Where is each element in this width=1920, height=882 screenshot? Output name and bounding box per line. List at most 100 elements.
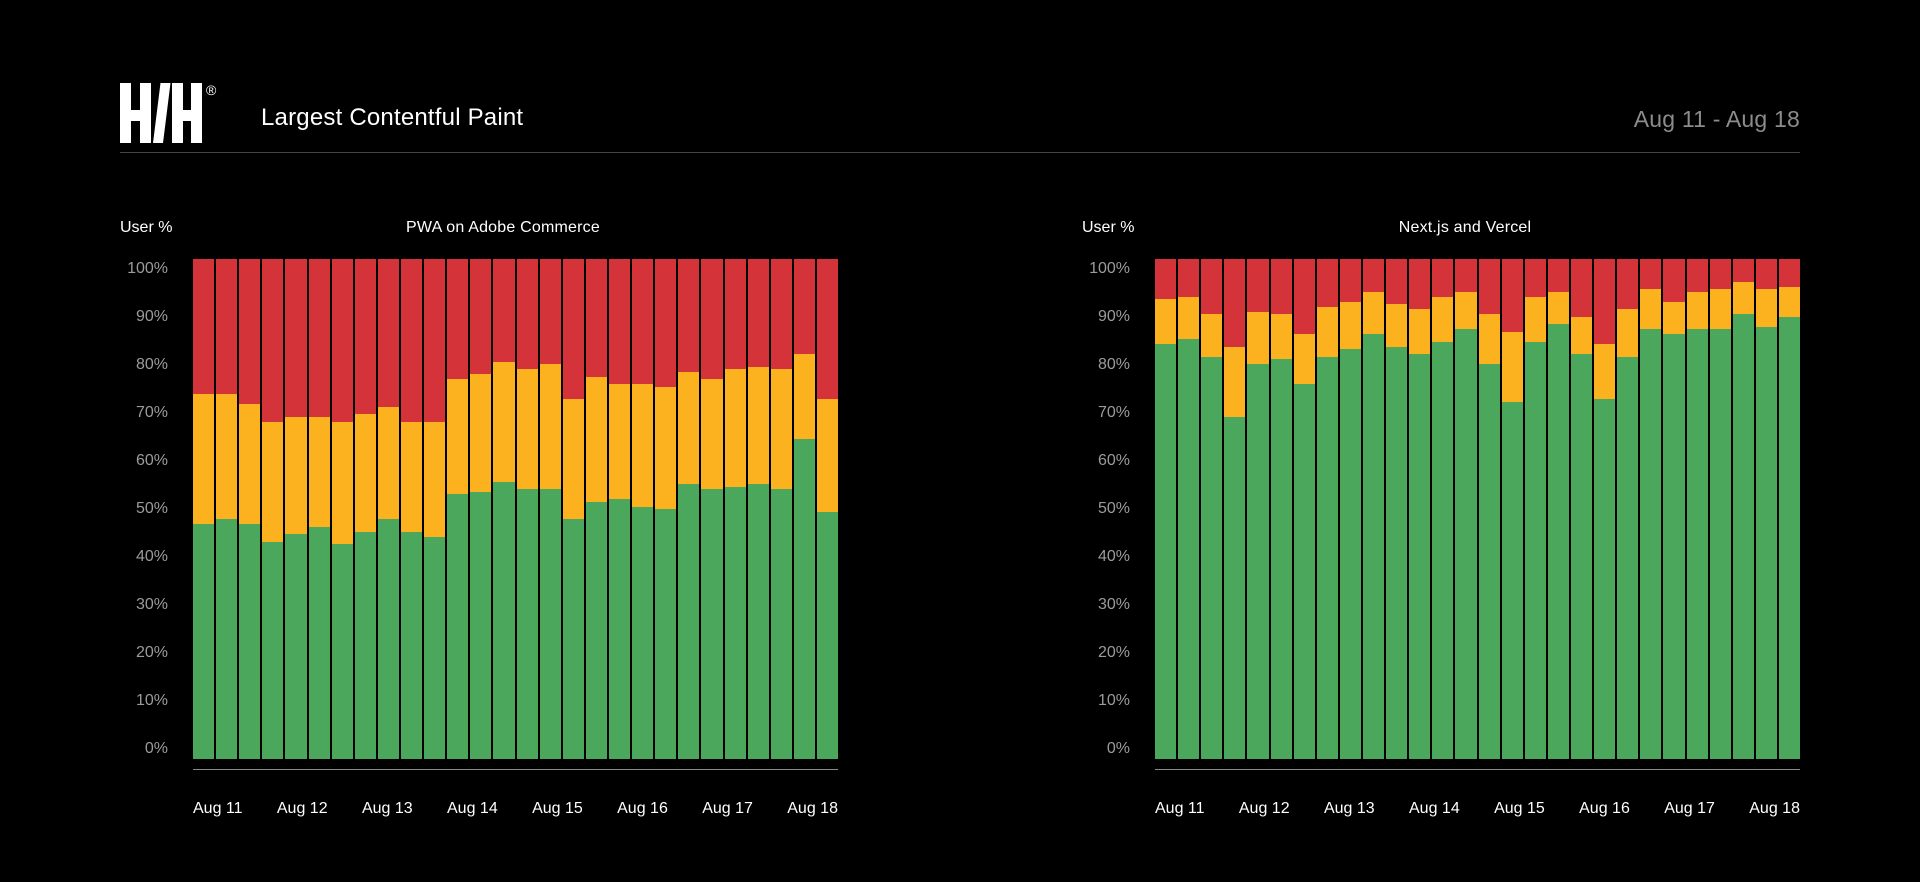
bar-segment-poor <box>424 259 446 422</box>
bar-segment-needs_improvement <box>1362 291 1385 334</box>
bar-segment-good <box>400 531 423 759</box>
bar-segment-good <box>516 489 538 759</box>
bar-segment-poor <box>701 259 723 379</box>
bar-segment-good <box>1617 356 1639 759</box>
x-axis-tick-label: Aug 17 <box>702 800 753 817</box>
bar-segment-needs_improvement <box>655 386 677 509</box>
bar-segment-poor <box>1178 259 1200 297</box>
bar-segment-good <box>562 519 584 759</box>
stacked-bar <box>1755 259 1777 759</box>
y-axis-tick-label: 90% <box>135 308 168 325</box>
bar-segment-needs_improvement <box>1178 296 1200 339</box>
bar-segment-needs_improvement <box>1339 301 1361 349</box>
y-axis-tick-label: 70% <box>135 404 168 421</box>
stacked-bar <box>1617 259 1639 759</box>
bar-segment-poor <box>1362 259 1385 292</box>
bar-segment-needs_improvement <box>632 384 654 507</box>
bar-segment-good <box>1224 416 1246 759</box>
chart-header: User % Next.js and Vercel <box>1082 219 1800 238</box>
stacked-bar <box>1247 259 1269 759</box>
bar-segment-poor <box>724 259 746 369</box>
chart-nextjs-vercel: User % Next.js and Vercel 100% 90% 80% 70% 6… <box>1082 219 1801 818</box>
bar-segment-good <box>724 486 746 759</box>
stacked-bar <box>1594 259 1616 759</box>
bar-segment-needs_improvement <box>308 416 330 527</box>
stacked-bar <box>1293 259 1315 759</box>
bar-segment-poor <box>493 259 515 362</box>
bar-segment-needs_improvement <box>262 421 284 542</box>
bar-segment-needs_improvement <box>1640 289 1662 329</box>
bar-segment-needs_improvement <box>1224 346 1246 417</box>
bar-segment-good <box>747 484 769 759</box>
bar-segment-good <box>655 509 677 759</box>
x-axis-tick-label: Aug 14 <box>1409 800 1460 817</box>
bar-segment-good <box>1339 349 1361 759</box>
bar-segment-good <box>447 494 469 759</box>
bar-segment-needs_improvement <box>562 399 584 519</box>
bar-segment-needs_improvement <box>1386 304 1408 347</box>
stacked-bar <box>400 259 423 759</box>
bar-segment-poor <box>793 259 815 354</box>
bar-segment-good <box>701 489 723 759</box>
bar-segment-good <box>354 531 376 759</box>
bar-segment-poor <box>632 259 654 384</box>
bar-segment-good <box>1547 324 1569 759</box>
bar-segment-good <box>1663 334 1685 759</box>
stacked-bar <box>1316 259 1338 759</box>
stacked-bar <box>1201 259 1223 759</box>
stacked-bar <box>239 259 261 759</box>
stacked-bar <box>724 259 746 759</box>
bar-segment-needs_improvement <box>539 364 561 489</box>
stacked-bar <box>424 259 446 759</box>
x-axis-line <box>1155 769 1800 770</box>
bar-segment-poor <box>400 259 423 422</box>
bar-segment-needs_improvement <box>1432 296 1454 342</box>
stacked-bar <box>1178 259 1200 759</box>
bar-segment-good <box>1178 339 1200 759</box>
stacked-bar <box>377 259 399 759</box>
bar-segment-poor <box>1501 259 1523 332</box>
x-axis-tick-label: Aug 11 <box>193 800 243 817</box>
bar-segment-needs_improvement <box>1778 286 1801 317</box>
bar-segment-good <box>1778 316 1801 759</box>
bar-segment-needs_improvement <box>724 369 746 487</box>
stacked-bar <box>1686 259 1708 759</box>
bar-segment-needs_improvement <box>770 369 792 489</box>
bar-segment-needs_improvement <box>1524 296 1546 342</box>
bar-segment-good <box>1594 399 1616 759</box>
bar-segment-good <box>678 484 700 759</box>
bar-segment-good <box>493 481 515 759</box>
bar-segment-good <box>377 519 399 759</box>
bar-segment-good <box>1686 329 1708 759</box>
bar-segment-needs_improvement <box>608 384 631 499</box>
y-axis-tick-label: 70% <box>1097 404 1130 421</box>
x-axis-tick-label: Aug 12 <box>1238 800 1290 817</box>
bar-segment-poor <box>1594 259 1616 344</box>
bar-segment-poor <box>331 259 353 422</box>
bar-segment-poor <box>1247 259 1269 312</box>
stacked-bar <box>1155 259 1177 759</box>
bar-segment-needs_improvement <box>493 361 515 482</box>
x-axis-tick-label: Aug 16 <box>1579 800 1630 817</box>
stacked-bar <box>262 259 284 759</box>
stacked-bar <box>470 259 492 759</box>
bar-segment-good <box>1362 334 1385 759</box>
y-axis-tick-label: 0% <box>1106 740 1130 757</box>
stacked-bar <box>747 259 769 759</box>
y-axis-tick-label: 100% <box>1089 260 1130 277</box>
chart-title: PWA on Adobe Commerce <box>406 219 600 236</box>
bar-segment-good <box>1316 356 1338 759</box>
bar-segment-good <box>285 534 307 759</box>
plot-area <box>1155 259 1801 759</box>
bar-segment-needs_improvement <box>1570 316 1593 354</box>
x-axis-tick-label: Aug 15 <box>1494 800 1545 817</box>
bar-segment-good <box>470 491 492 759</box>
x-axis-tick-label: Aug 12 <box>276 800 328 817</box>
bar-segment-good <box>216 519 238 759</box>
stacked-bar <box>308 259 330 759</box>
bar-segment-good <box>1501 401 1523 759</box>
x-axis-tick-label: Aug 13 <box>1323 800 1375 817</box>
y-axis-tick-label: 30% <box>135 596 168 613</box>
bar-segment-good <box>424 536 446 759</box>
